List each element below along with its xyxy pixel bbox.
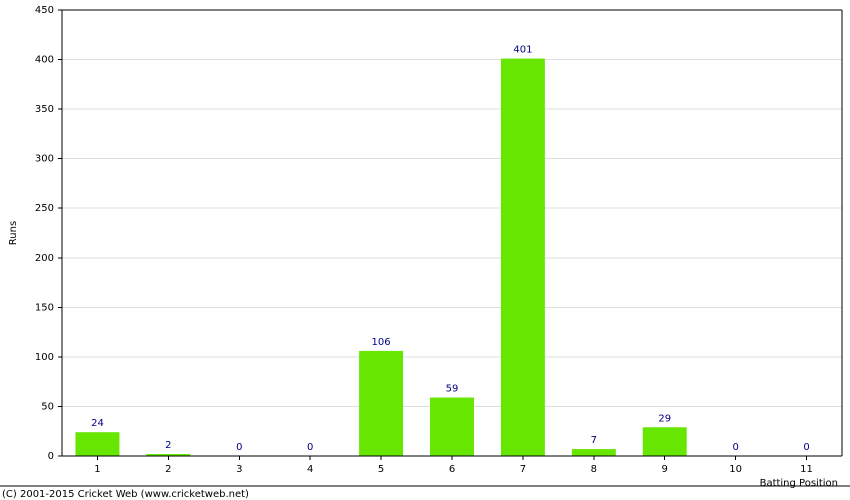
x-tick-label: 7 [520,464,526,475]
y-tick-label: 400 [35,55,54,66]
bar-value-label: 0 [307,442,313,453]
bar-value-label: 2 [165,440,171,451]
x-tick-label: 1 [94,464,100,475]
bar-value-label: 7 [591,435,597,446]
bar [643,427,687,456]
x-tick-label: 4 [307,464,313,475]
y-tick-label: 450 [35,5,54,16]
x-tick-label: 11 [800,464,813,475]
bar-value-label: 24 [91,418,104,429]
x-tick-label: 5 [378,464,384,475]
x-tick-label: 3 [236,464,242,475]
bar [75,432,119,456]
bar-value-label: 106 [372,337,391,348]
bar-value-label: 0 [732,442,738,453]
y-tick-label: 300 [35,154,54,165]
bar-value-label: 401 [513,45,532,56]
x-tick-label: 10 [729,464,742,475]
bar-value-label: 59 [446,384,459,395]
x-tick-label: 9 [662,464,668,475]
bar-value-label: 29 [658,413,671,424]
y-tick-label: 100 [35,352,54,363]
bar [359,351,403,456]
copyright-text: (C) 2001-2015 Cricket Web (www.cricketwe… [2,489,249,500]
x-tick-label: 6 [449,464,455,475]
bar [572,449,616,456]
x-tick-label: 8 [591,464,597,475]
bar [430,398,474,456]
bar-value-label: 0 [803,442,809,453]
y-tick-label: 250 [35,203,54,214]
y-tick-label: 50 [41,401,54,412]
y-axis-label: Runs [8,221,19,245]
runs-by-batting-position-chart: 0501001502002503003504004502412203041065… [0,0,850,500]
chart-canvas: 0501001502002503003504004502412203041065… [0,0,850,500]
y-tick-label: 0 [48,451,54,462]
y-tick-label: 200 [35,253,54,264]
y-tick-label: 150 [35,302,54,313]
y-tick-label: 350 [35,104,54,115]
x-axis-label: Batting Position [760,478,838,489]
chart-background [0,0,850,500]
bar [501,59,545,456]
bar-value-label: 0 [236,442,242,453]
x-tick-label: 2 [165,464,171,475]
